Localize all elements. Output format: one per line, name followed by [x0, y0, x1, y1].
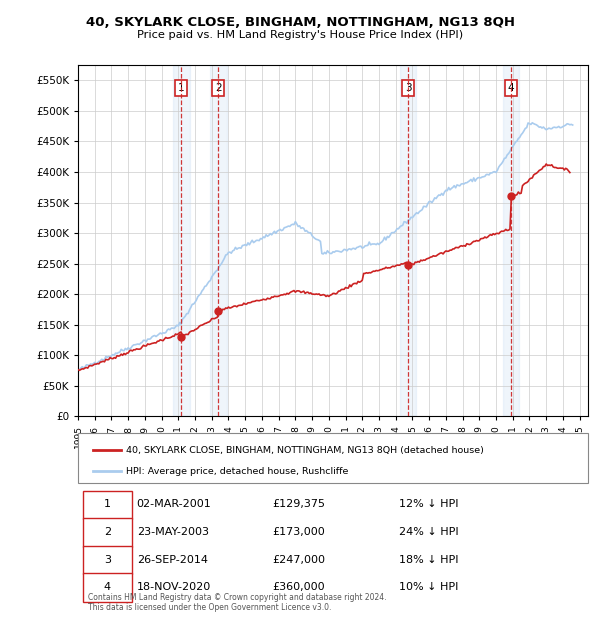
- Bar: [210, 65, 227, 417]
- FancyBboxPatch shape: [83, 546, 131, 574]
- Bar: [173, 65, 190, 417]
- Text: £129,375: £129,375: [272, 499, 325, 509]
- Text: 2: 2: [104, 527, 111, 537]
- Text: Contains HM Land Registry data © Crown copyright and database right 2024.
This d: Contains HM Land Registry data © Crown c…: [88, 593, 387, 612]
- Text: 40, SKYLARK CLOSE, BINGHAM, NOTTINGHAM, NG13 8QH (detached house): 40, SKYLARK CLOSE, BINGHAM, NOTTINGHAM, …: [127, 446, 484, 454]
- Text: 18-NOV-2020: 18-NOV-2020: [137, 582, 211, 592]
- Text: £360,000: £360,000: [272, 582, 325, 592]
- Text: 23-MAY-2003: 23-MAY-2003: [137, 527, 209, 537]
- Text: 26-SEP-2014: 26-SEP-2014: [137, 554, 208, 565]
- Text: 2: 2: [215, 83, 221, 93]
- Text: 02-MAR-2001: 02-MAR-2001: [137, 499, 211, 509]
- Bar: [400, 65, 416, 417]
- Text: £173,000: £173,000: [272, 527, 325, 537]
- Text: 12% ↓ HPI: 12% ↓ HPI: [400, 499, 459, 509]
- Text: £247,000: £247,000: [272, 554, 325, 565]
- FancyBboxPatch shape: [83, 490, 131, 519]
- Text: 3: 3: [104, 554, 111, 565]
- Text: HPI: Average price, detached house, Rushcliffe: HPI: Average price, detached house, Rush…: [127, 467, 349, 476]
- Text: 3: 3: [405, 83, 412, 93]
- Text: 40, SKYLARK CLOSE, BINGHAM, NOTTINGHAM, NG13 8QH: 40, SKYLARK CLOSE, BINGHAM, NOTTINGHAM, …: [86, 16, 515, 29]
- FancyBboxPatch shape: [78, 433, 588, 483]
- FancyBboxPatch shape: [83, 574, 131, 602]
- Bar: [503, 65, 519, 417]
- Text: 10% ↓ HPI: 10% ↓ HPI: [400, 582, 458, 592]
- Text: 18% ↓ HPI: 18% ↓ HPI: [400, 554, 459, 565]
- Text: Price paid vs. HM Land Registry's House Price Index (HPI): Price paid vs. HM Land Registry's House …: [137, 30, 463, 40]
- Text: 4: 4: [104, 582, 111, 592]
- Text: 1: 1: [178, 83, 184, 93]
- Text: 4: 4: [508, 83, 514, 93]
- Text: 24% ↓ HPI: 24% ↓ HPI: [400, 527, 459, 537]
- Text: 1: 1: [104, 499, 111, 509]
- FancyBboxPatch shape: [83, 518, 131, 547]
